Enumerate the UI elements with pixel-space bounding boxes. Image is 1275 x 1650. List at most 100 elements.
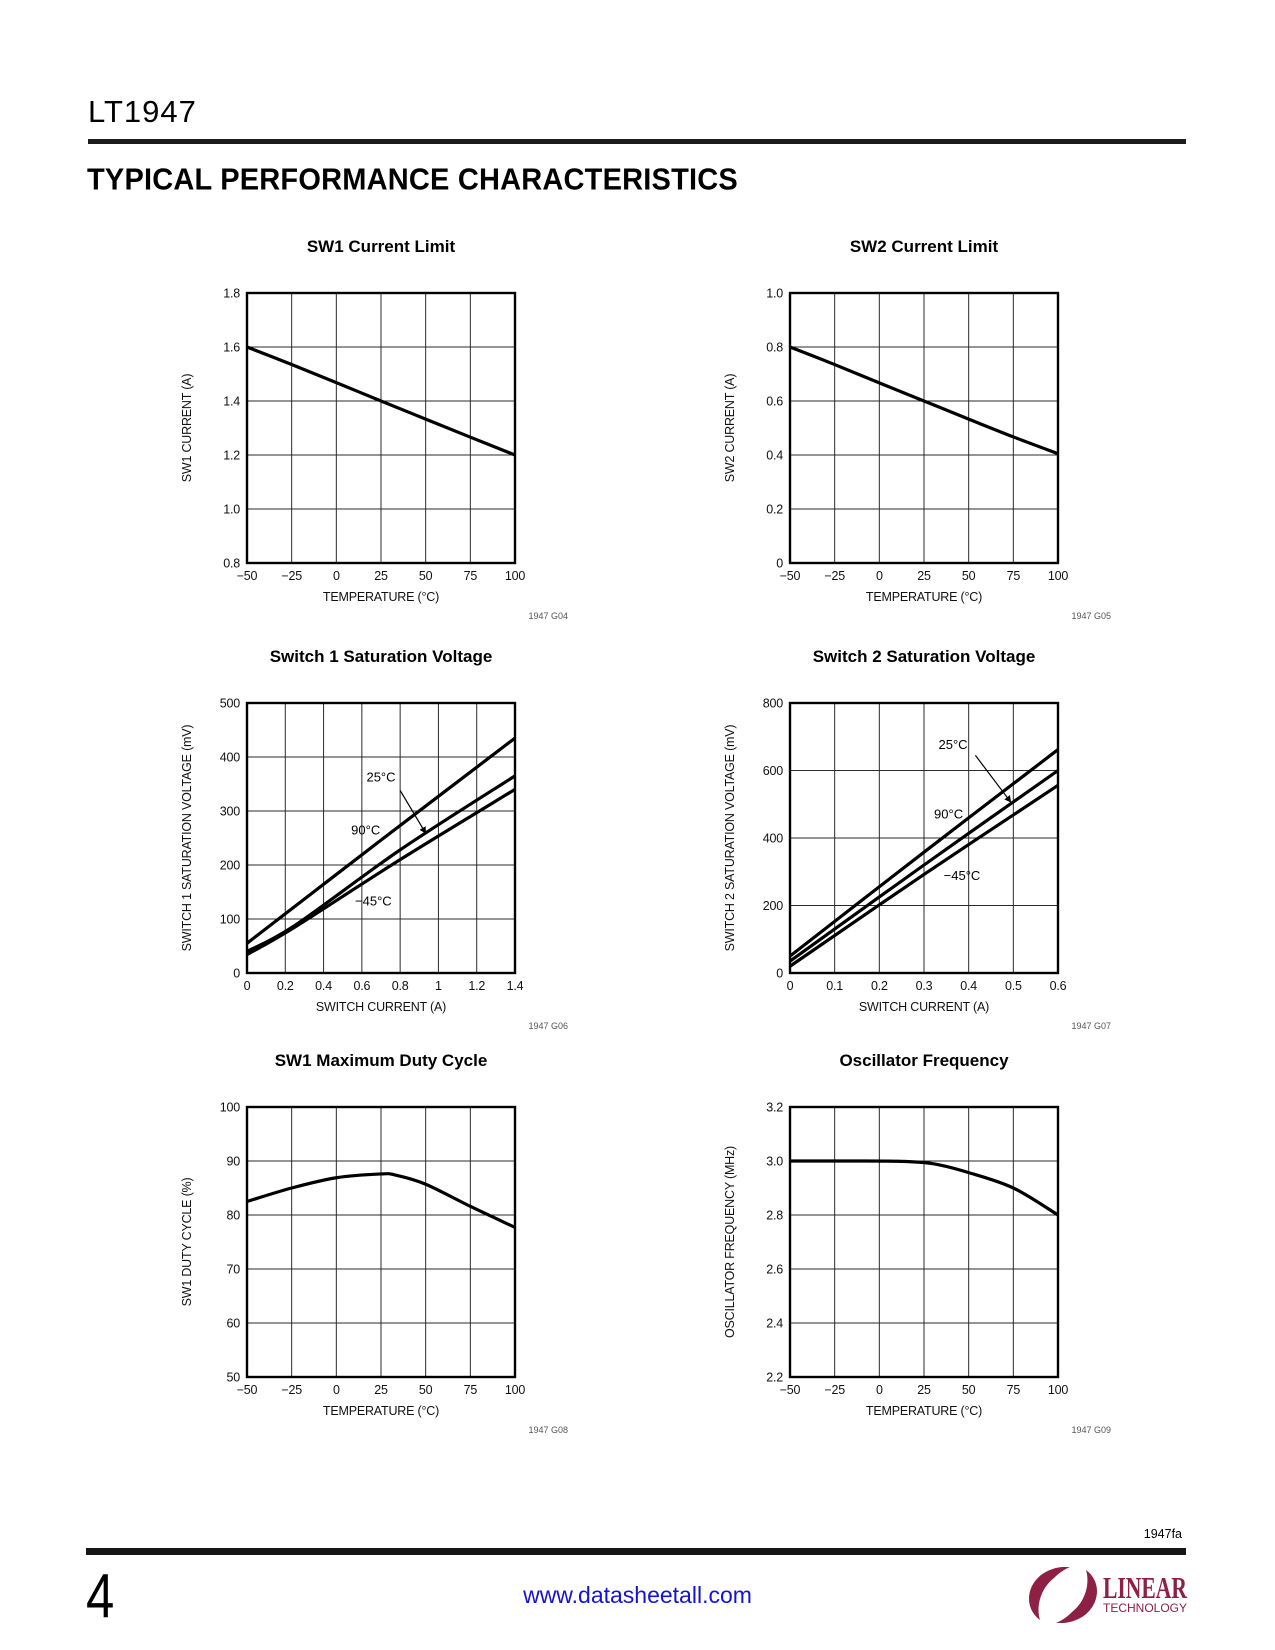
svg-text:400: 400 xyxy=(220,751,241,765)
svg-text:0: 0 xyxy=(333,569,340,583)
svg-text:60: 60 xyxy=(226,1317,240,1331)
svg-text:0: 0 xyxy=(787,979,794,993)
chart-title: SW1 Current Limit xyxy=(306,237,456,256)
svg-text:1.8: 1.8 xyxy=(223,287,240,301)
chart-canvas-sw2-current-limit: −50 −25 0 25 50 75 100 0 0.2 0.4 0.6 0.8 1.0 TEMPERAT… xyxy=(723,287,1111,622)
chart-canvas-switch1-saturation-voltage: 0 0.2 0.4 0.6 0.8 1 1.2 1.4 0 100 200 300 400 500 SWIT… xyxy=(180,697,568,1032)
chart-title: SW1 Maximum Duty Cycle xyxy=(274,1051,488,1070)
svg-text:0.3: 0.3 xyxy=(916,979,933,993)
doc-code: 1947fa xyxy=(1143,1527,1182,1541)
svg-text:1: 1 xyxy=(435,979,442,993)
svg-text:25: 25 xyxy=(374,569,388,583)
lt-mark-lower-swoosh xyxy=(1029,1567,1070,1620)
svg-text:1947 G08: 1947 G08 xyxy=(528,1425,568,1435)
svg-text:1.2: 1.2 xyxy=(223,449,240,463)
svg-text:0.6: 0.6 xyxy=(353,979,370,993)
svg-text:0.2: 0.2 xyxy=(766,503,783,517)
chart-sw2-current-limit: SW2 Current Limit −50 −25 0 25 50 75 100 0 0.2 0.… xyxy=(718,236,1118,629)
svg-text:1.4: 1.4 xyxy=(223,395,240,409)
svg-text:2.2: 2.2 xyxy=(766,1371,783,1385)
part-number: LT1947 xyxy=(88,94,197,129)
svg-text:50: 50 xyxy=(419,569,433,583)
logo-brand-text: LINEAR xyxy=(1103,1570,1187,1605)
svg-text:−45°C: −45°C xyxy=(944,868,981,883)
svg-text:100: 100 xyxy=(505,1383,526,1397)
svg-text:0.2: 0.2 xyxy=(277,979,294,993)
svg-text:−25: −25 xyxy=(281,1383,302,1397)
svg-text:0.5: 0.5 xyxy=(1005,979,1022,993)
svg-text:0.6: 0.6 xyxy=(766,395,783,409)
svg-text:25°C: 25°C xyxy=(939,737,968,752)
svg-text:1947 G09: 1947 G09 xyxy=(1071,1425,1111,1435)
svg-text:1.0: 1.0 xyxy=(766,287,783,301)
svg-text:25°C: 25°C xyxy=(366,770,395,785)
svg-text:100: 100 xyxy=(1048,1383,1069,1397)
chart-title: SW2 Current Limit xyxy=(849,237,999,256)
lt-mark-upper-swoosh xyxy=(1056,1570,1097,1623)
chart-title: Oscillator Frequency xyxy=(839,1051,1009,1070)
svg-text:SWITCH 2 SATURATION VOLTAGE (m: SWITCH 2 SATURATION VOLTAGE (mV) xyxy=(723,725,737,952)
chart-oscillator-frequency: Oscillator Frequency −50 −25 0 25 50 75 100 2.2… xyxy=(718,1050,1118,1443)
svg-text:80: 80 xyxy=(226,1209,240,1223)
svg-text:SW1 CURRENT (A): SW1 CURRENT (A) xyxy=(180,374,194,483)
svg-text:1947 G06: 1947 G06 xyxy=(528,1021,568,1031)
svg-text:2.4: 2.4 xyxy=(766,1317,783,1331)
svg-text:2.6: 2.6 xyxy=(766,1263,783,1277)
svg-text:0: 0 xyxy=(876,1383,883,1397)
svg-text:0: 0 xyxy=(776,557,783,571)
footer-bar xyxy=(86,1548,1186,1555)
chart-canvas-switch2-saturation-voltage: 0 0.1 0.2 0.3 0.4 0.5 0.6 0 200 400 600 800 SWITCH C… xyxy=(723,697,1111,1032)
svg-text:90°C: 90°C xyxy=(351,822,380,837)
svg-text:TEMPERATURE (°C): TEMPERATURE (°C) xyxy=(323,1404,439,1418)
svg-text:TEMPERATURE (°C): TEMPERATURE (°C) xyxy=(866,590,982,604)
svg-text:75: 75 xyxy=(1007,569,1021,583)
chart-title: Switch 2 Saturation Voltage xyxy=(812,647,1036,666)
svg-text:SW1 DUTY CYCLE (%): SW1 DUTY CYCLE (%) xyxy=(180,1178,194,1307)
linear-technology-logo: LINEAR TECHNOLOGY xyxy=(1029,1567,1187,1623)
svg-text:−25: −25 xyxy=(824,569,845,583)
svg-text:75: 75 xyxy=(1007,1383,1021,1397)
logo-sub-text: TECHNOLOGY xyxy=(1103,1601,1187,1615)
svg-text:0.8: 0.8 xyxy=(392,979,409,993)
chart-canvas-sw1-maximum-duty-cycle: −50 −25 0 25 50 75 100 50 60 70 80 90 100 TEMPERATURE… xyxy=(180,1101,568,1436)
svg-text:TEMPERATURE (°C): TEMPERATURE (°C) xyxy=(866,1404,982,1418)
svg-text:90°C: 90°C xyxy=(934,806,963,821)
chart-canvas-oscillator-frequency: −50 −25 0 25 50 75 100 2.2 2.4 2.6 2.8 3.0 3.2 TEMPER… xyxy=(723,1101,1111,1436)
svg-text:0.4: 0.4 xyxy=(315,979,332,993)
svg-text:200: 200 xyxy=(220,859,241,873)
svg-text:100: 100 xyxy=(220,913,241,927)
svg-text:1.0: 1.0 xyxy=(223,503,240,517)
svg-text:−50: −50 xyxy=(780,1383,801,1397)
svg-text:−50: −50 xyxy=(237,569,258,583)
footer-link[interactable]: www.datasheetall.com xyxy=(523,1582,752,1608)
svg-text:1947 G07: 1947 G07 xyxy=(1071,1021,1111,1031)
chart-title: Switch 1 Saturation Voltage xyxy=(269,647,493,666)
svg-text:100: 100 xyxy=(505,569,526,583)
svg-text:0.4: 0.4 xyxy=(766,449,783,463)
svg-text:−25: −25 xyxy=(281,569,302,583)
svg-text:50: 50 xyxy=(962,1383,976,1397)
svg-text:50: 50 xyxy=(419,1383,433,1397)
svg-text:1.6: 1.6 xyxy=(223,341,240,355)
svg-text:SWITCH CURRENT (A): SWITCH CURRENT (A) xyxy=(316,1000,446,1014)
svg-text:−50: −50 xyxy=(780,569,801,583)
svg-text:0: 0 xyxy=(876,569,883,583)
svg-text:90: 90 xyxy=(226,1155,240,1169)
svg-text:−45°C: −45°C xyxy=(355,894,392,909)
svg-text:0.8: 0.8 xyxy=(223,557,240,571)
svg-text:SW2 CURRENT (A): SW2 CURRENT (A) xyxy=(723,374,737,483)
svg-text:0.2: 0.2 xyxy=(871,979,888,993)
section-title: TYPICAL PERFORMANCE CHARACTERISTICS xyxy=(87,163,738,197)
svg-text:0.6: 0.6 xyxy=(1050,979,1067,993)
svg-text:800: 800 xyxy=(763,697,784,711)
svg-text:SWITCH 1 SATURATION VOLTAGE (m: SWITCH 1 SATURATION VOLTAGE (mV) xyxy=(180,725,194,952)
svg-text:25: 25 xyxy=(917,1383,931,1397)
page-number: 4 xyxy=(86,1562,115,1631)
svg-text:OSCILLATOR FREQUENCY (MHz): OSCILLATOR FREQUENCY (MHz) xyxy=(723,1146,737,1338)
svg-text:2.8: 2.8 xyxy=(766,1209,783,1223)
svg-text:200: 200 xyxy=(763,899,784,913)
svg-text:0: 0 xyxy=(333,1383,340,1397)
svg-text:1.4: 1.4 xyxy=(507,979,524,993)
svg-text:600: 600 xyxy=(763,764,784,778)
